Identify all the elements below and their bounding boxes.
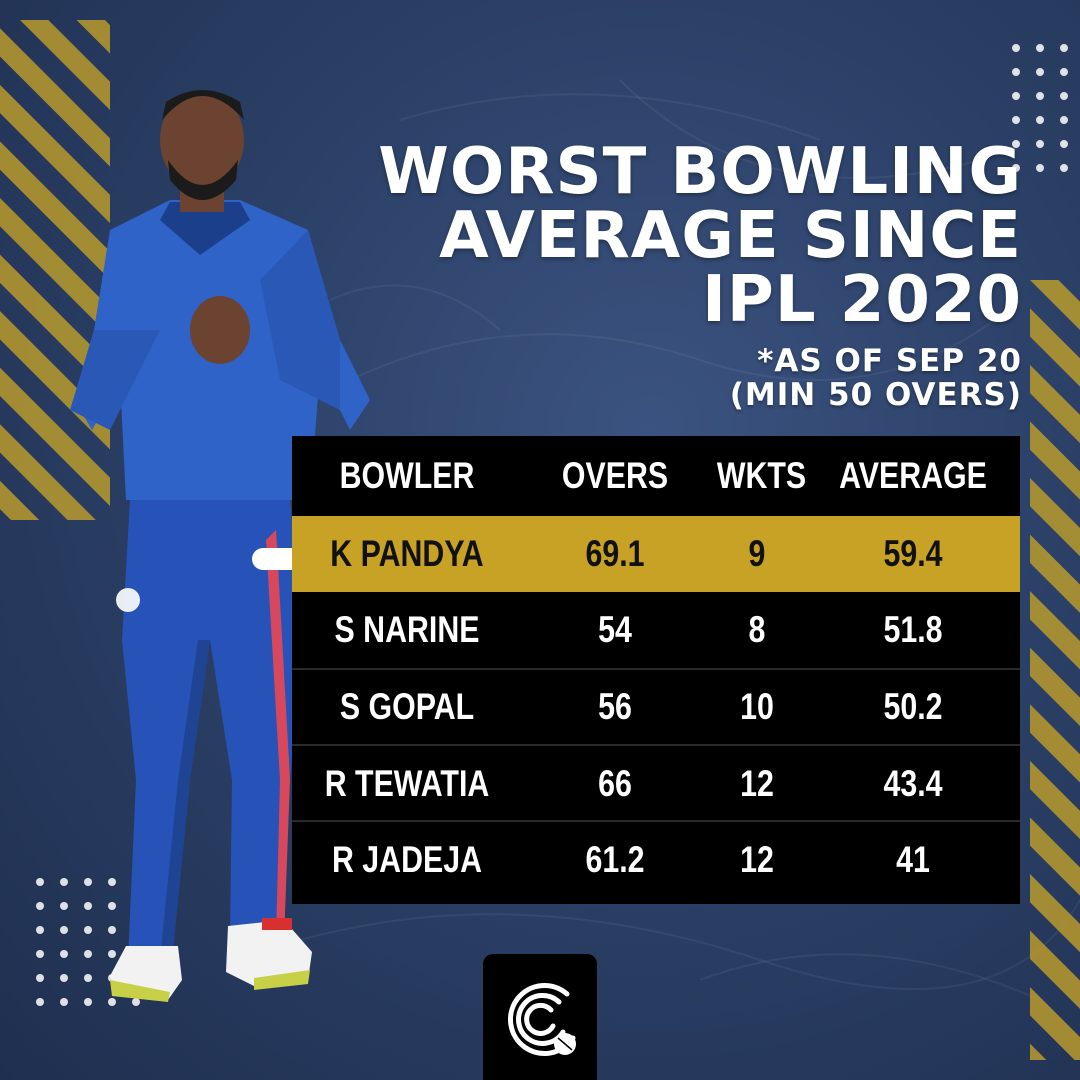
cell-bowler: R JADEJA	[331, 839, 483, 880]
header-average: AVERAGE	[839, 455, 987, 496]
table-row-highlighted: K PANDYA 69.1 9 59.4	[292, 516, 1020, 592]
table-header-row: BOWLER OVERS WKTS AVERAGE	[292, 436, 1020, 516]
cell-average: 41	[896, 839, 930, 880]
cell-wkts: 8	[748, 609, 766, 650]
header-bowler: BOWLER	[339, 455, 475, 496]
table-row: R TEWATIA 66 12 43.4	[292, 746, 1020, 822]
table-row: S NARINE 54 8 51.8	[292, 592, 1020, 668]
cell-overs: 66	[598, 763, 632, 804]
cell-wkts: 12	[740, 839, 774, 880]
subtitle-note: *AS OF SEP 20 (MIN 50 OVERS)	[730, 344, 1022, 412]
cell-bowler: S NARINE	[334, 609, 480, 650]
cell-wkts: 10	[740, 686, 774, 727]
table-row: R JADEJA 61.2 12 41	[292, 822, 1020, 898]
cell-bowler: K PANDYA	[330, 533, 484, 574]
cell-average: 50.2	[883, 686, 943, 727]
cricket-ball-swirl-logo-icon	[508, 982, 576, 1056]
stats-table: BOWLER OVERS WKTS AVERAGE K PANDYA 69.1 …	[292, 436, 1020, 904]
cell-average: 43.4	[883, 763, 943, 804]
title-line-1: WORST BOWLING	[378, 135, 1022, 209]
player-photo	[70, 90, 370, 1002]
table-row: S GOPAL 56 10 50.2	[292, 669, 1020, 745]
header-overs: OVERS	[561, 455, 669, 496]
row-divider	[292, 820, 1020, 822]
header-wkts: WKTS	[716, 455, 807, 496]
subtitle-line-2: (MIN 50 OVERS)	[729, 377, 1022, 413]
title-line-3: IPL 2020	[702, 263, 1022, 337]
subtitle-line-1: *AS OF SEP 20	[757, 343, 1022, 379]
title-line-2: AVERAGE SINCE	[439, 199, 1022, 273]
gold-stripes-right	[1030, 280, 1080, 1060]
brand-logo	[483, 954, 597, 1080]
cell-overs: 54	[598, 609, 632, 650]
cell-wkts: 9	[748, 533, 766, 574]
cell-average: 51.8	[883, 609, 943, 650]
cell-overs: 61.2	[585, 839, 645, 880]
row-divider	[292, 744, 1020, 746]
cell-bowler: R TEWATIA	[324, 763, 490, 804]
cell-wkts: 12	[740, 763, 774, 804]
row-divider	[292, 668, 1020, 670]
cell-overs: 69.1	[585, 533, 645, 574]
cell-overs: 56	[598, 686, 632, 727]
cell-bowler: S GOPAL	[339, 686, 475, 727]
headline-title: WORST BOWLING AVERAGE SINCE IPL 2020	[378, 140, 1022, 332]
cell-average: 59.4	[883, 533, 943, 574]
